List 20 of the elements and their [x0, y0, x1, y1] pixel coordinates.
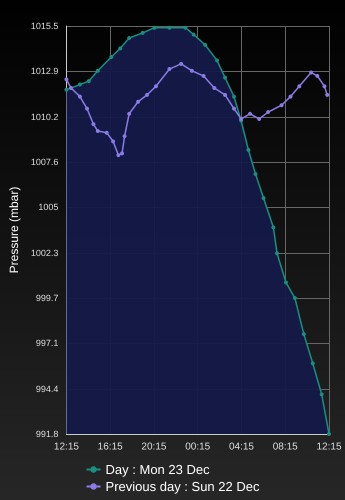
x-tick-label: 08:15: [272, 442, 298, 452]
x-tick-label: 12:15: [316, 442, 342, 452]
y-axis-title: Pressure (mbar): [7, 186, 21, 274]
y-tick-label: 1005: [38, 202, 58, 212]
x-tick-label: 16:15: [98, 442, 124, 452]
legend-label: Day : Mon 23 Dec: [106, 462, 210, 477]
y-tick-label: 1007.6: [30, 157, 58, 167]
y-tick-label: 997.1: [36, 338, 58, 348]
y-tick-label: 994.4: [36, 384, 58, 394]
x-tick-label: 20:15: [141, 442, 167, 452]
x-tick-label: 00:15: [185, 442, 211, 452]
x-tick-label: 12:15: [54, 442, 80, 452]
y-tick-label: 1002.3: [30, 248, 58, 258]
y-tick-label: 1010.2: [30, 112, 58, 122]
y-tick-label: 999.7: [36, 293, 58, 303]
y-tick-label: 1012.9: [30, 66, 58, 76]
x-tick-label: 04:15: [228, 442, 254, 452]
y-tick-label: 991.8: [36, 429, 58, 439]
y-tick-label: 1015.5: [30, 21, 58, 31]
legend-label: Previous day : Sun 22 Dec: [106, 479, 260, 494]
